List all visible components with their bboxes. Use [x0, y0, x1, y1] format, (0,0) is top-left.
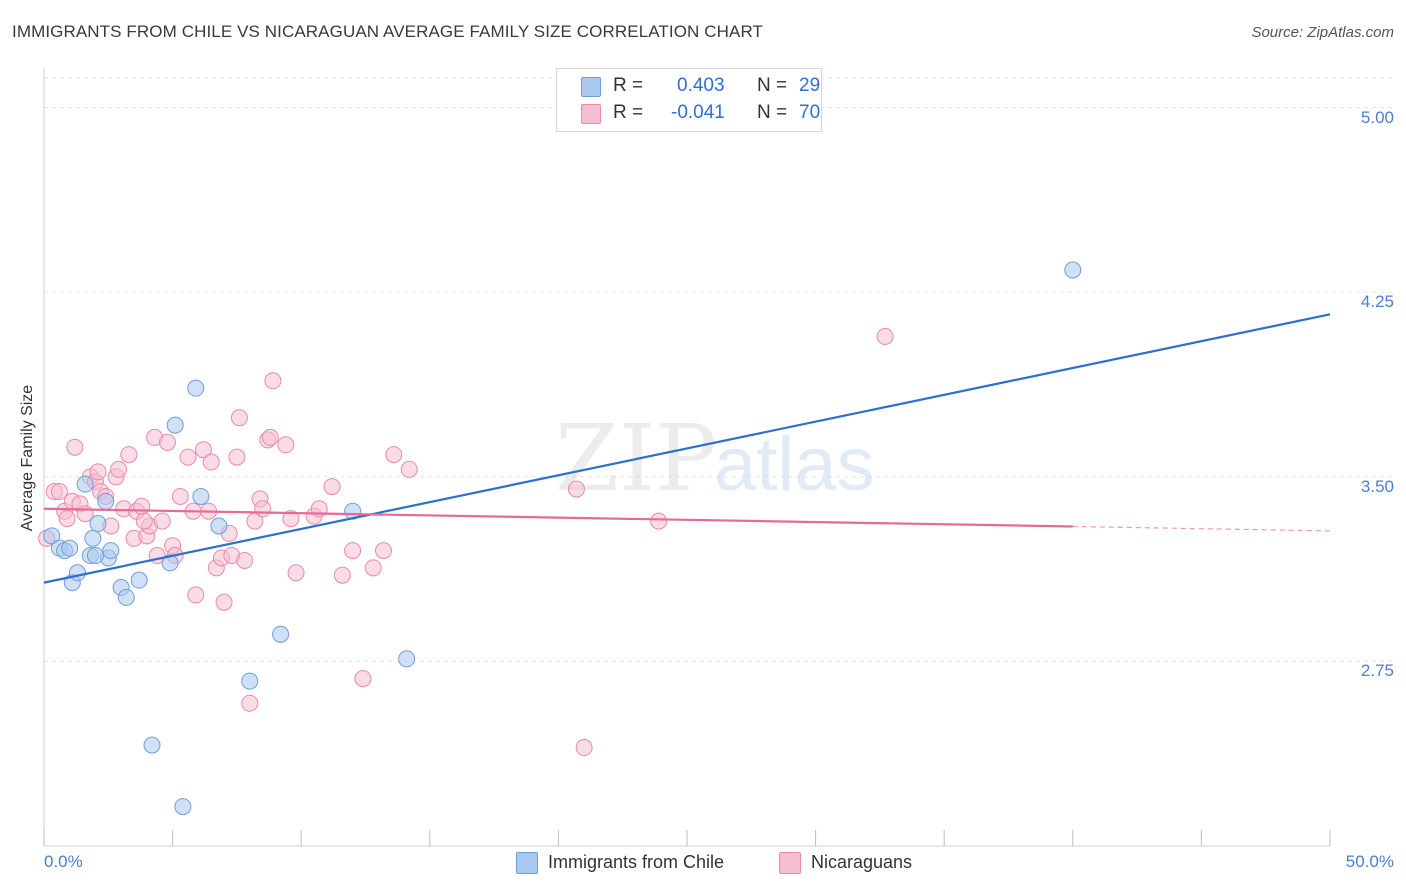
nicaraguan-point: [187, 586, 205, 604]
chart-title: IMMIGRANTS FROM CHILE VS NICARAGUAN AVER…: [12, 22, 764, 41]
y-tick-label: 4.25: [1360, 292, 1394, 312]
nicaraguan-point: [236, 551, 254, 569]
legend-swatch-nicaraguans: [779, 852, 801, 874]
r-label: R =: [613, 75, 644, 96]
nicaraguan-point: [194, 441, 212, 459]
nicaraguan-point: [354, 670, 372, 688]
watermark: ZIP atlas: [555, 405, 875, 512]
chile-point: [192, 487, 210, 505]
trend-lines: [43, 313, 1331, 584]
nicaraguan-point: [228, 448, 246, 466]
chile-point: [210, 517, 228, 535]
nicaraguan-point: [50, 483, 68, 501]
chile-point: [86, 547, 104, 565]
chile-point: [174, 798, 192, 816]
nicaraguan-point: [333, 566, 351, 584]
chile-point: [166, 416, 184, 434]
r-value: 0.403: [677, 75, 725, 96]
chile-point: [241, 672, 259, 690]
axes: [43, 68, 1331, 847]
nicaraguan-point: [110, 460, 128, 478]
nicaraguan-point: [133, 497, 151, 515]
swatch-chile: [581, 77, 601, 97]
nicaraguan-point: [375, 542, 393, 560]
nicaraguan-point: [344, 542, 362, 560]
nicaraguan-point: [89, 463, 107, 481]
gridlines: [44, 77, 1392, 662]
n-value: 29: [799, 75, 821, 96]
nicaraguan-point: [264, 372, 282, 390]
nicaraguan-point: [287, 564, 305, 582]
n-label: N =: [757, 102, 788, 123]
chile-point: [76, 475, 94, 493]
chile-point: [272, 625, 290, 643]
nicaraguan-point: [158, 433, 176, 451]
swatch-nicaraguans: [581, 104, 601, 124]
r-value: -0.041: [671, 102, 725, 123]
nicaraguan-point: [66, 438, 84, 456]
chile-point: [97, 492, 115, 510]
chile-point: [117, 588, 135, 606]
y-tick-label: 3.50: [1360, 476, 1394, 496]
chile-point: [143, 736, 161, 754]
nicaraguan-point: [876, 327, 894, 345]
chile-point: [84, 529, 102, 547]
nicaraguan-point: [171, 487, 189, 505]
nicaraguan-point: [135, 512, 153, 530]
x-tick-min: 0.0%: [44, 852, 83, 871]
nicaraguan-point: [323, 478, 341, 496]
nicaraguan-point: [575, 739, 593, 757]
chile-point: [398, 650, 416, 668]
y-tick-label: 2.75: [1360, 661, 1394, 681]
nicaraguan-point: [261, 428, 279, 446]
nicaraguan-point: [650, 512, 668, 530]
stats-legend: R = 0.403 N = 29 R = -0.041 N = 70: [556, 68, 822, 132]
nicaraguan-point: [179, 448, 197, 466]
chile-point: [43, 527, 61, 545]
source-label: Source: ZipAtlas.com: [1251, 24, 1394, 41]
nicaraguan-point: [254, 500, 272, 518]
nicaraguan-point: [202, 453, 220, 471]
watermark-atlas: atlas: [714, 422, 875, 507]
nicaraguan-point: [282, 510, 300, 528]
nicaraguan-point: [277, 436, 295, 454]
nicaraguan-point: [230, 409, 248, 427]
nicaraguan-point: [400, 460, 418, 478]
nicaraguan-point: [364, 559, 382, 577]
r-label: R =: [613, 102, 644, 123]
x-tick-max: 50.0%: [1345, 852, 1394, 871]
chile-point: [102, 542, 120, 560]
chile-point: [68, 564, 86, 582]
chile-point: [187, 379, 205, 397]
data-points: [38, 261, 1082, 816]
legend-label-nicaraguans: Nicaraguans: [811, 852, 913, 872]
nicaraguan-point: [241, 694, 259, 712]
y-tick-label: 5.00: [1360, 107, 1394, 127]
nicaraguan-point: [153, 512, 171, 530]
chile-point: [61, 539, 79, 557]
nicaraguan-point: [58, 510, 76, 528]
chile-point: [89, 515, 107, 533]
chile-point: [1064, 261, 1082, 279]
chile-point: [161, 554, 179, 572]
chile-point: [130, 571, 148, 589]
legend-swatch-chile: [516, 852, 538, 874]
nicaraguan-point: [567, 480, 585, 498]
n-label: N =: [757, 75, 788, 96]
nicaraguan-point: [120, 446, 138, 464]
n-value: 70: [799, 102, 821, 123]
legend-label-chile: Immigrants from Chile: [548, 852, 725, 872]
nicaraguan-trend-extension: [1072, 525, 1331, 532]
nicaraguan-point: [385, 446, 403, 464]
chile-trend-line: [43, 313, 1331, 584]
nicaraguan-point: [215, 593, 233, 611]
nicaraguan-trend-line: [43, 507, 1073, 528]
